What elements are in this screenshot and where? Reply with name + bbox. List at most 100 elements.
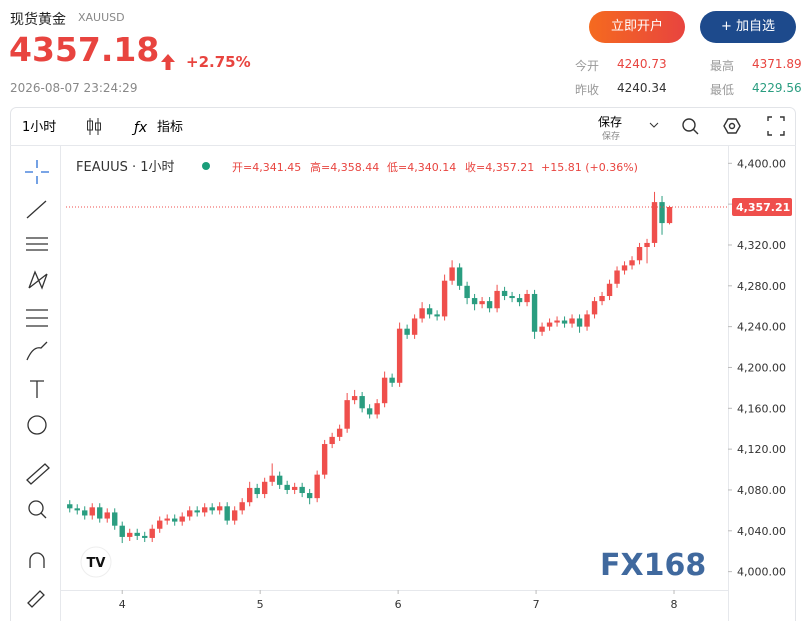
x-tick-label: 5 <box>257 598 264 611</box>
candle-body <box>276 475 283 485</box>
emoji-tool[interactable] <box>27 415 47 435</box>
candle-body <box>591 301 598 315</box>
candle-body <box>651 202 658 243</box>
trendline-tool[interactable] <box>26 200 47 219</box>
candle-body <box>261 481 268 495</box>
candle-body <box>216 506 223 511</box>
change: +2.75% <box>186 53 251 71</box>
candle-body <box>351 396 358 401</box>
settings-icon[interactable] <box>723 118 741 134</box>
y-tick-label: 4,200.00 <box>737 361 786 374</box>
y-tick-label: 4,280.00 <box>737 280 786 293</box>
candle-body <box>509 296 515 299</box>
stat-value: 4371.89 <box>752 57 802 71</box>
stat-label: 昨收 <box>575 83 600 97</box>
candle-body <box>224 506 230 521</box>
fullscreen-icon[interactable] <box>767 116 785 136</box>
candle-body <box>539 326 545 332</box>
y-tick-label: 4,400.00 <box>737 157 786 170</box>
dropdown-icon[interactable] <box>649 122 659 128</box>
add-watchlist-button[interactable]: + 加自选 <box>700 11 796 43</box>
candle-body <box>546 322 553 327</box>
y-tick-label: 4,080.00 <box>737 484 786 497</box>
x-tick-label: 8 <box>671 598 678 611</box>
candle-body <box>389 377 395 383</box>
projection-tool[interactable] <box>26 309 48 327</box>
candle-body <box>449 267 455 281</box>
candle-body <box>97 507 103 519</box>
text-tool[interactable] <box>30 380 44 398</box>
candle-body <box>576 318 583 327</box>
pattern-tool[interactable] <box>28 270 48 290</box>
candle-body <box>201 507 208 513</box>
legend-symbol: FEAUUS · 1小时 <box>76 160 175 175</box>
candle-body <box>561 320 568 324</box>
crosshair-tool[interactable] <box>25 160 49 184</box>
fib-tool[interactable] <box>26 237 48 251</box>
magnet-tool[interactable] <box>29 552 45 568</box>
legend-high: 高=4,358.44 <box>310 160 379 174</box>
x-tick-label: 6 <box>395 598 402 611</box>
ruler-tool[interactable] <box>26 463 50 485</box>
legend-close: 收=4,357.21 <box>465 160 534 174</box>
candle-body <box>321 444 328 475</box>
candle-body <box>104 512 110 519</box>
watermark: FX168 <box>600 548 706 583</box>
up-arrow <box>161 54 175 70</box>
y-tick-label: 4,120.00 <box>737 443 786 456</box>
chart-frame <box>10 107 796 621</box>
candle-body <box>187 510 193 517</box>
open-account-button[interactable]: 立即开户 <box>589 11 685 43</box>
candle-body <box>164 518 170 521</box>
candle-body <box>531 293 538 332</box>
interval[interactable]: 1小时 <box>22 120 56 135</box>
candle-body <box>569 318 575 324</box>
candle-body <box>381 377 388 404</box>
search-icon[interactable] <box>682 118 696 132</box>
candle-body <box>89 507 95 516</box>
candle-body <box>441 280 448 317</box>
candle-body <box>119 525 125 537</box>
symbol: XAUUSD <box>78 11 125 24</box>
svg-text:TV: TV <box>87 556 106 571</box>
indicators[interactable]: 指标 <box>157 120 183 135</box>
brush-tool[interactable] <box>26 341 48 361</box>
legend-change: +15.81 (+0.36%) <box>541 161 638 174</box>
stat-label: 最高 <box>710 59 735 73</box>
title: 现货黄金 <box>10 12 66 28</box>
candle-body <box>179 516 185 522</box>
y-tick-label: 4,160.00 <box>737 402 786 415</box>
candle-body <box>554 320 560 323</box>
x-tick-label: 7 <box>533 598 540 611</box>
candle-body <box>134 532 140 536</box>
candle-body <box>291 486 298 490</box>
zoom-tool[interactable] <box>28 500 44 516</box>
candle-icon[interactable] <box>87 118 101 135</box>
candle-body <box>246 487 253 503</box>
lock-tool[interactable] <box>27 590 45 608</box>
candle-body <box>501 290 508 297</box>
candle-body <box>239 502 245 511</box>
candle-body <box>471 298 478 305</box>
candle-body <box>614 270 620 284</box>
stat-label: 最低 <box>710 83 735 97</box>
price-label: 4,357.21 <box>736 201 790 214</box>
price: 4357.18 <box>9 30 160 69</box>
candle-body <box>524 293 530 303</box>
candle-body <box>127 532 133 537</box>
candle-body <box>209 507 215 511</box>
candle-body <box>599 296 605 302</box>
candle-body <box>194 510 200 513</box>
candle-body <box>314 474 320 499</box>
candle-body <box>644 242 650 248</box>
stat-label: 今开 <box>575 59 600 73</box>
candle-body <box>172 518 178 522</box>
save[interactable]: 保存 <box>598 115 622 129</box>
candle-body <box>336 428 343 437</box>
candle-body <box>67 504 73 509</box>
candle-body <box>494 290 500 309</box>
candle-body <box>359 396 365 409</box>
candle-body <box>299 486 305 494</box>
candle-body <box>366 408 373 415</box>
